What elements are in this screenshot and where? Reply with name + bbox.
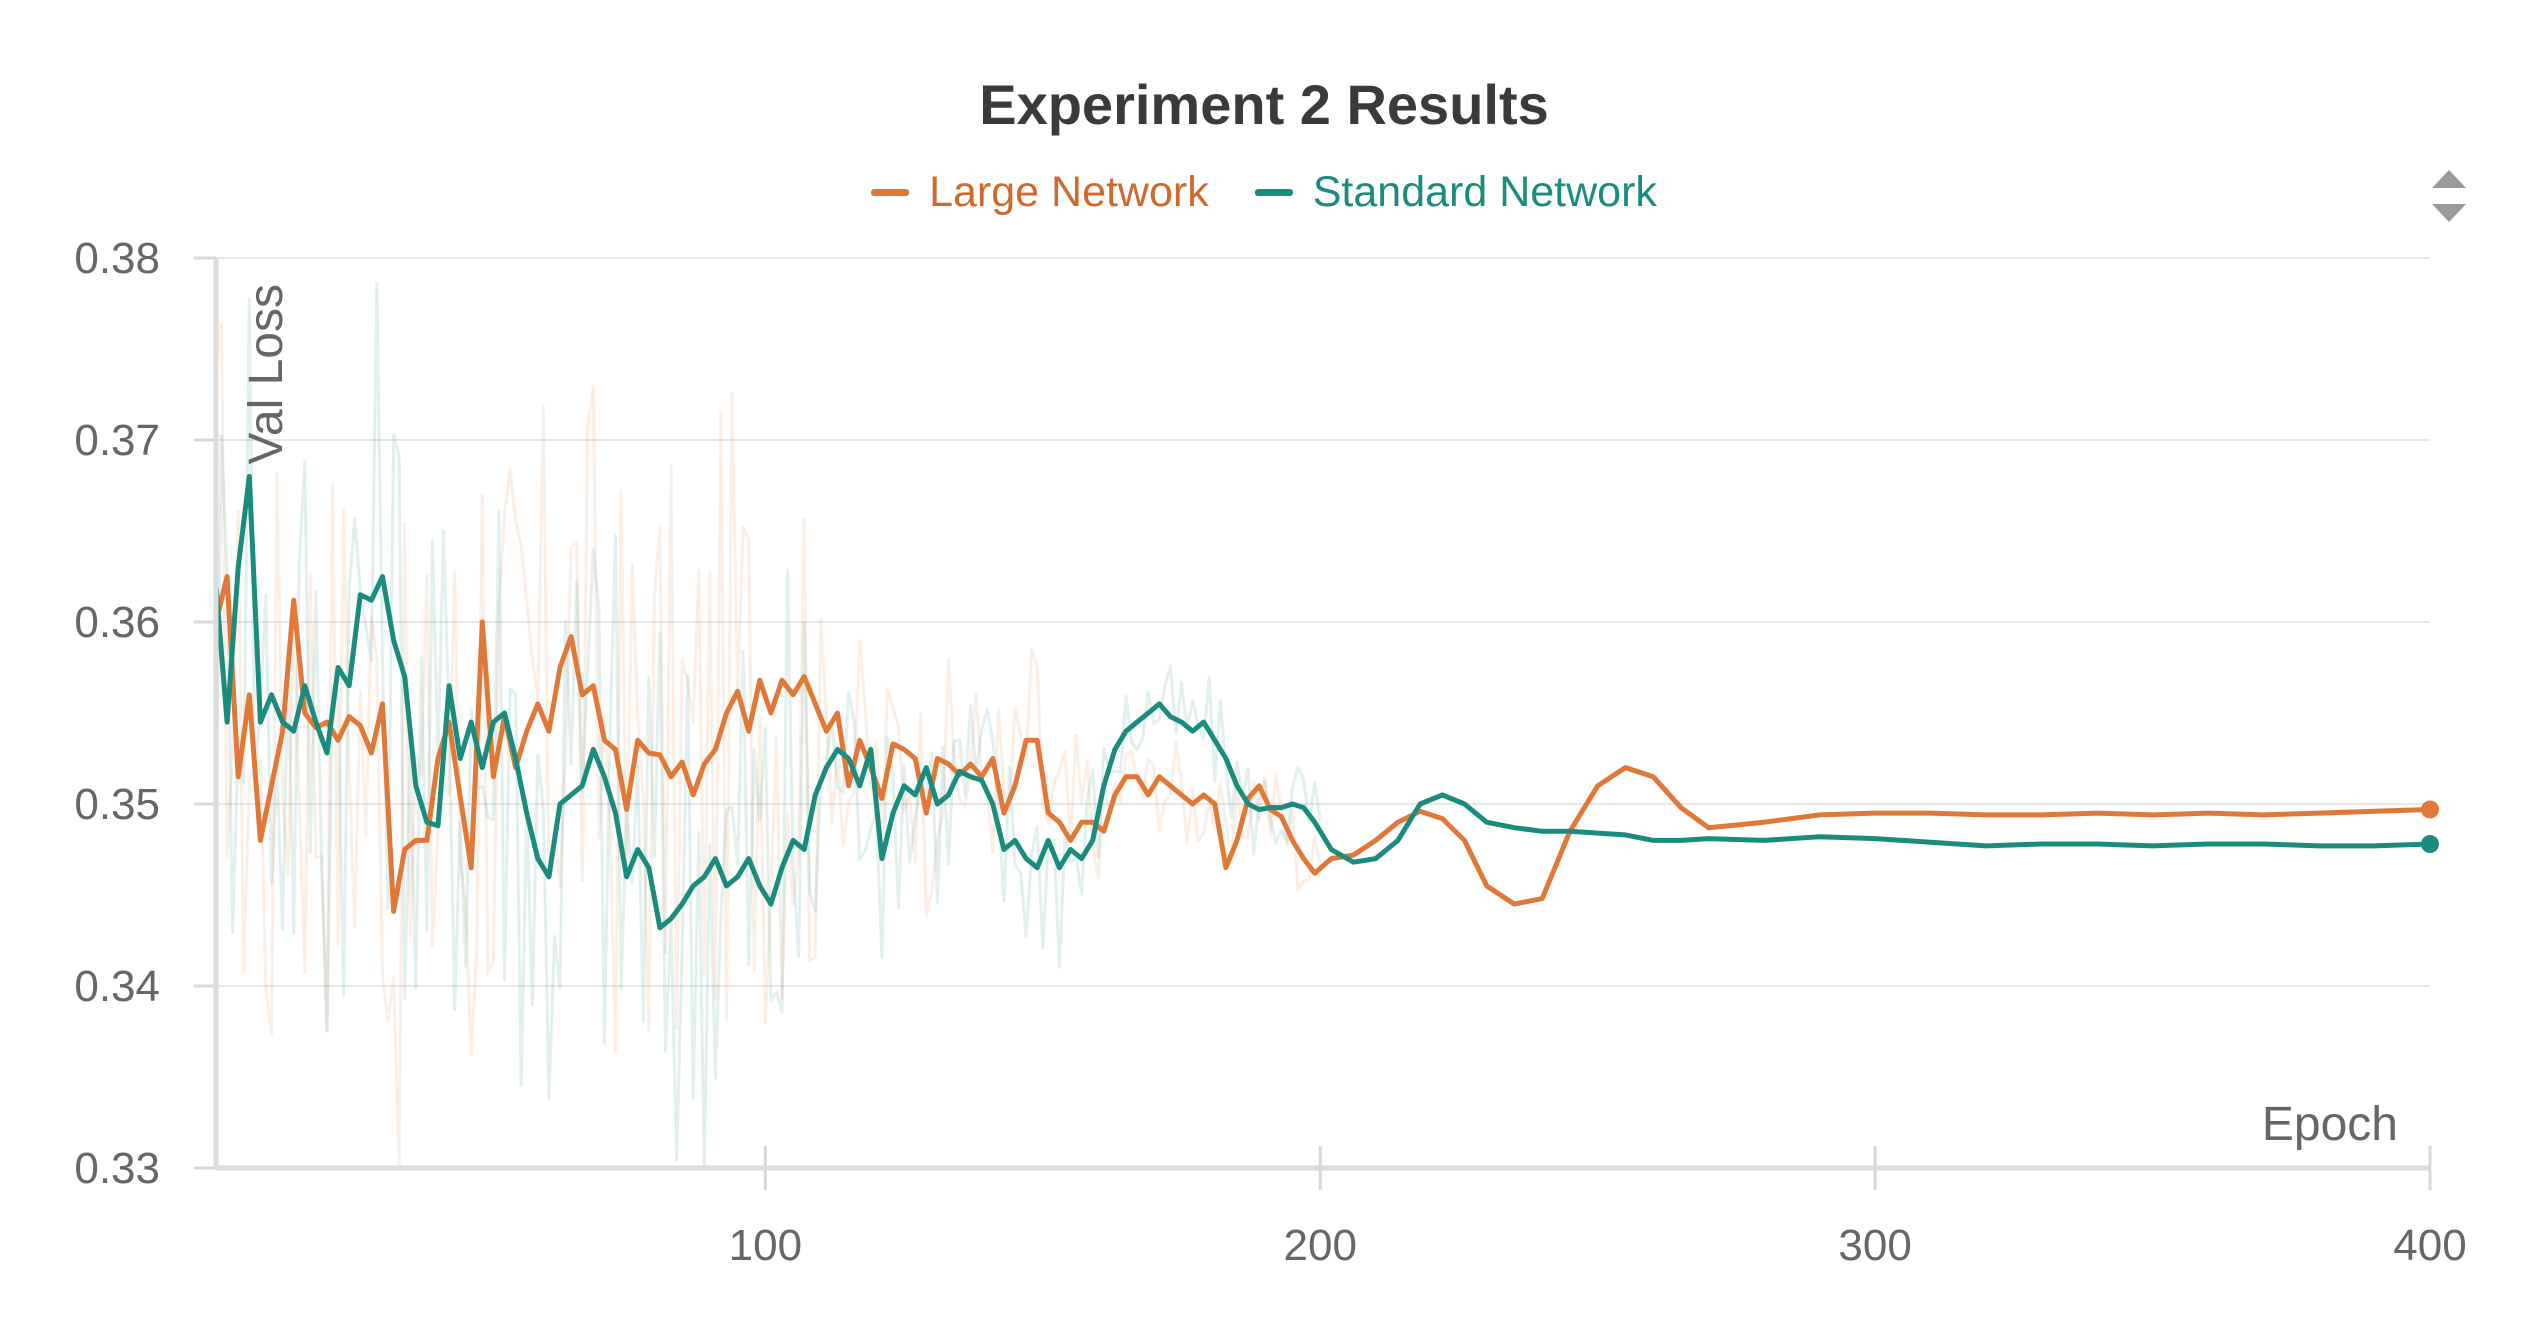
legend-swatch-standard-network	[1254, 189, 1293, 196]
x-tick-label: 400	[2393, 1221, 2466, 1270]
series-line-large-network	[213, 574, 2433, 914]
legend-label-large-network: Large Network	[929, 168, 1209, 216]
legend-label-standard-network: Standard Network	[1312, 168, 1657, 216]
y-tick-label: 0.34	[74, 962, 160, 1011]
chart-title: Experiment 2 Results	[979, 73, 1549, 136]
x-tick-label: 200	[1284, 1221, 1357, 1270]
raw-series-large-network	[214, 322, 1322, 1170]
y-axis-title: Val Loss	[240, 284, 293, 465]
y-tick-label: 0.36	[74, 598, 160, 647]
x-tick-label: 100	[729, 1221, 802, 1270]
legend-item-standard-network[interactable]: Standard Network	[1254, 168, 1657, 217]
series-line-standard-network	[213, 473, 2433, 931]
legend-item-large-network[interactable]: Large Network	[871, 168, 1209, 217]
legend-swatch-large-network	[871, 189, 910, 196]
axes	[194, 256, 2432, 1190]
series-end-point-standard-network	[2421, 835, 2439, 854]
y-tick-label: 0.37	[74, 416, 160, 465]
y-tick-label: 0.35	[74, 780, 160, 829]
y-tick-label: 0.38	[74, 234, 160, 283]
y-tick-label: 0.33	[74, 1144, 160, 1193]
raw-series-standard-network	[214, 281, 1322, 1170]
x-axis-title: Epoch	[2262, 1098, 2398, 1151]
tick-labels: 0.33 0.34 0.35 0.36 0.37 0.38 100 200 300 400	[74, 234, 2466, 1270]
sort-updown-icon[interactable]	[2420, 164, 2478, 228]
x-tick-label: 300	[1838, 1221, 1911, 1270]
series-end-point-large-network	[2421, 800, 2439, 819]
series-layer	[213, 473, 2439, 931]
legend: Large Network Standard Network	[0, 168, 2528, 217]
